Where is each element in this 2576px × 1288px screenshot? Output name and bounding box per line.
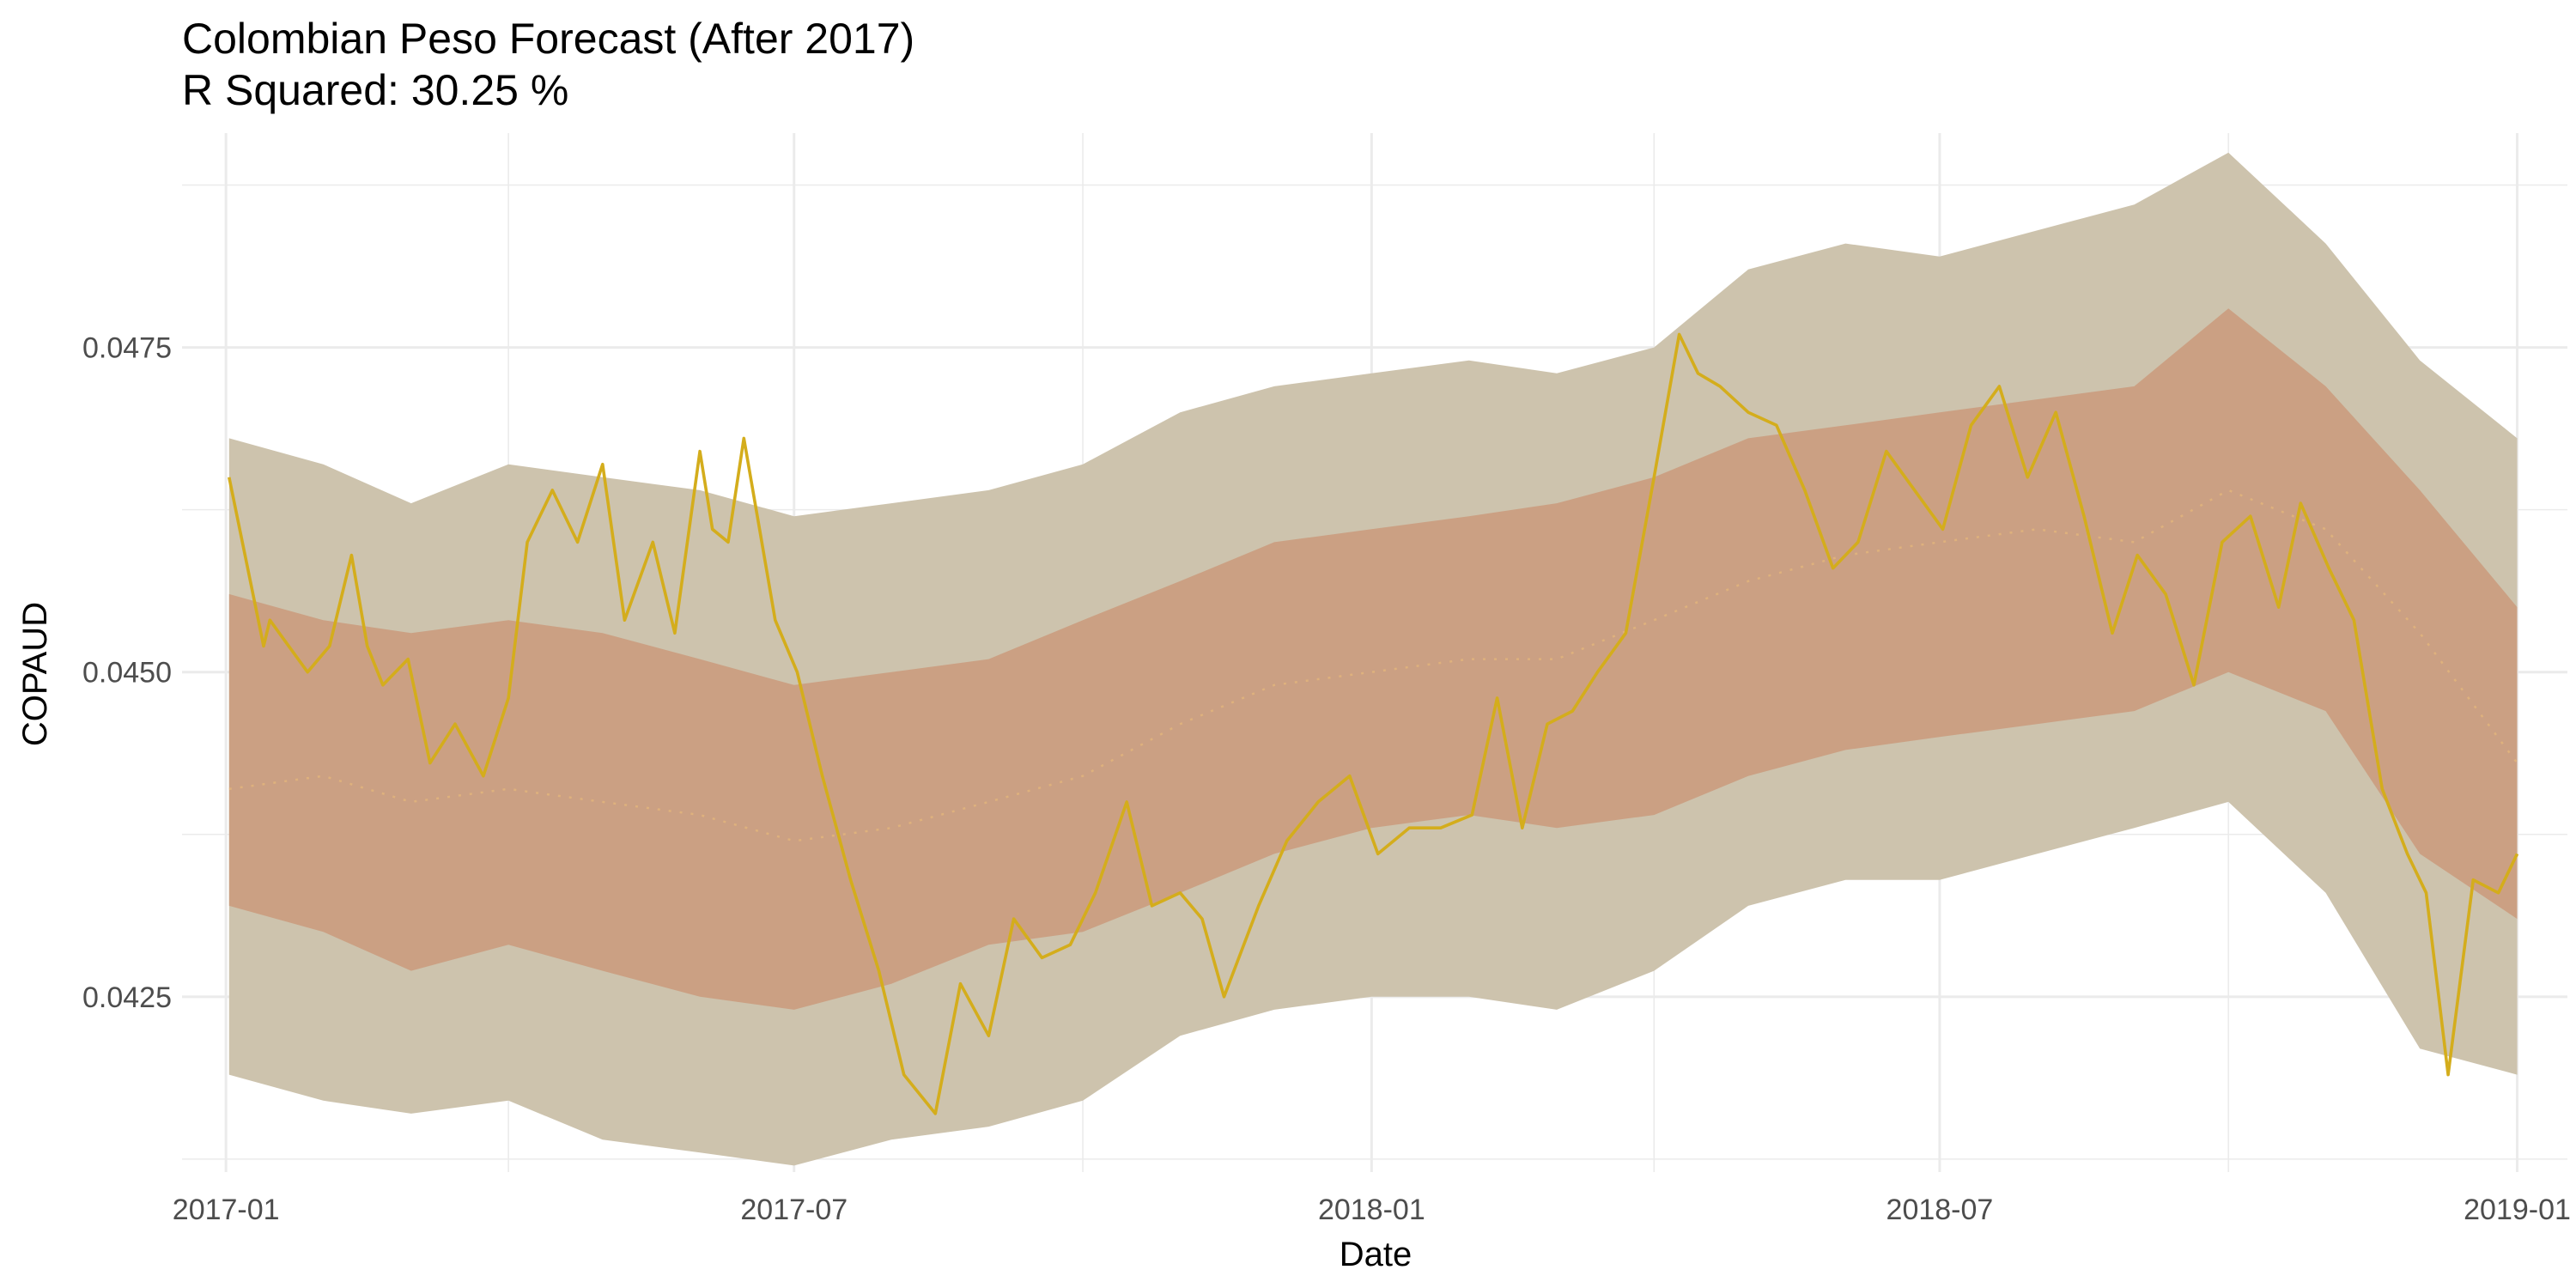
y-axis-title: COPAUD bbox=[16, 602, 54, 746]
band-80-area bbox=[228, 308, 2518, 1010]
forecast-line bbox=[228, 489, 2518, 842]
forecast-bands bbox=[228, 152, 2518, 1166]
x-axis-title: Date bbox=[1340, 1236, 1413, 1273]
data-lines bbox=[228, 332, 2519, 1115]
x-tick-label: 2018-07 bbox=[1886, 1194, 1994, 1226]
chart-subtitle: R Squared: 30.25 % bbox=[182, 66, 568, 114]
actual-line bbox=[228, 332, 2519, 1115]
x-tick-label: 2018-01 bbox=[1318, 1194, 1425, 1226]
x-tick-label: 2017-01 bbox=[173, 1194, 280, 1226]
y-tick-label: 0.0475 bbox=[82, 332, 172, 365]
y-tick-label: 0.0450 bbox=[82, 657, 172, 690]
chart-title: Colombian Peso Forecast (After 2017) bbox=[182, 15, 914, 63]
x-tick-label: 2017-07 bbox=[740, 1194, 848, 1226]
tick-labels: 0.0425 0.0450 0.0475 2017-01 2017-07 2018-01 2… bbox=[82, 332, 2571, 1226]
y-tick-label: 0.0425 bbox=[82, 981, 172, 1014]
x-tick-label: 2019-01 bbox=[2464, 1194, 2571, 1226]
